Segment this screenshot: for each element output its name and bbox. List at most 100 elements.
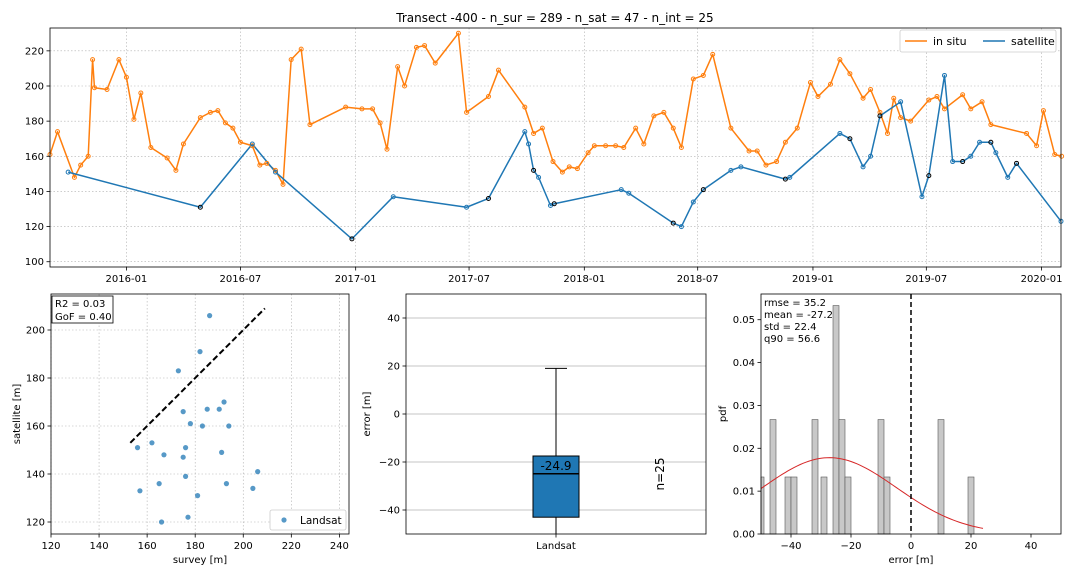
series-point bbox=[531, 130, 537, 136]
figure-title: Transect -400 - n_sur = 289 - n_sat = 47… bbox=[395, 11, 713, 25]
series-point bbox=[349, 236, 355, 242]
series-point bbox=[950, 159, 956, 165]
x-tick-label: 2017-01 bbox=[335, 274, 377, 285]
series-point bbox=[138, 90, 144, 96]
x-tick-label: 2018-07 bbox=[677, 274, 719, 285]
identity-line bbox=[129, 307, 266, 444]
timeseries-legend: in situ satellite bbox=[899, 29, 1057, 53]
histogram-annotation: rmse = 35.2 mean = -27.2 std = 22.4 q90 … bbox=[764, 298, 833, 345]
scatter-point bbox=[187, 421, 193, 427]
x-tick-label: 140 bbox=[90, 541, 109, 552]
series-point bbox=[413, 44, 419, 50]
series-point bbox=[670, 220, 676, 226]
x-tick-label: 40 bbox=[1025, 541, 1038, 552]
series-point bbox=[746, 148, 752, 154]
y-tick-label: 180 bbox=[25, 117, 44, 128]
series-point bbox=[754, 148, 760, 154]
series-point bbox=[860, 164, 866, 170]
series-point bbox=[690, 76, 696, 82]
series-point bbox=[898, 99, 904, 105]
boxplot-panel: −40 −20 0 20 40 Landsat -24.9 n=25 error [m] bbox=[362, 293, 707, 553]
x-tick-label: 20 bbox=[965, 541, 978, 552]
series-point bbox=[531, 167, 537, 173]
series-point bbox=[90, 57, 96, 63]
series-point bbox=[728, 167, 734, 173]
series-point bbox=[641, 141, 647, 147]
y-tick-label: 160 bbox=[25, 152, 44, 163]
histogram-bar bbox=[838, 419, 846, 535]
series-point bbox=[495, 67, 501, 73]
series-point bbox=[626, 190, 632, 196]
series-point bbox=[522, 129, 528, 135]
series-point bbox=[941, 72, 947, 78]
series-point bbox=[988, 122, 994, 128]
boxplot-n-label: n=25 bbox=[653, 458, 667, 491]
series-point bbox=[307, 122, 313, 128]
scatter-point bbox=[134, 445, 141, 451]
series-point bbox=[968, 106, 974, 112]
timeseries-grid bbox=[50, 28, 1061, 267]
series-point bbox=[860, 95, 866, 101]
boxplot-ticks: −40 −20 0 20 40 Landsat bbox=[379, 314, 576, 553]
scatter-annotation-box bbox=[51, 295, 114, 324]
series-point bbox=[700, 187, 706, 193]
series-point bbox=[621, 145, 627, 150]
series-point bbox=[455, 30, 461, 36]
series-point bbox=[390, 194, 396, 200]
series-point bbox=[794, 125, 800, 131]
series-point bbox=[377, 120, 383, 126]
scatter-point bbox=[137, 488, 143, 494]
scatter-r2: R2 = 0.03 bbox=[55, 299, 105, 310]
series-point bbox=[738, 164, 744, 170]
series-point bbox=[678, 224, 684, 230]
series-point bbox=[71, 174, 77, 180]
legend-box bbox=[899, 29, 1057, 53]
series-point bbox=[257, 162, 263, 168]
series-point bbox=[837, 130, 843, 136]
series-point bbox=[1005, 174, 1011, 180]
series-point bbox=[131, 116, 137, 122]
series-point bbox=[979, 99, 985, 105]
y-tick-label: −20 bbox=[379, 458, 400, 469]
y-tick-label: 120 bbox=[25, 222, 44, 233]
histogram-bar bbox=[790, 476, 798, 535]
x-tick-label: 2018-01 bbox=[563, 274, 605, 285]
scatter-gof: GoF = 0.40 bbox=[55, 312, 112, 323]
scatter-point bbox=[226, 423, 232, 429]
series-point bbox=[728, 125, 734, 131]
series-point bbox=[884, 130, 890, 136]
y-tick-label: 0.04 bbox=[733, 358, 755, 369]
x-tick-label: 0 bbox=[908, 541, 914, 552]
y-tick-label: 160 bbox=[26, 422, 45, 433]
scatter-legend: Landsat bbox=[269, 509, 347, 531]
x-tick-label: −20 bbox=[840, 541, 861, 552]
series-point bbox=[343, 104, 349, 110]
scatter-point bbox=[197, 349, 203, 355]
box bbox=[532, 455, 580, 518]
boxplot-median-label: -24.9 bbox=[540, 459, 571, 473]
series-point bbox=[603, 143, 609, 149]
y-tick-label: 180 bbox=[26, 374, 45, 385]
series-point bbox=[847, 71, 853, 77]
series-point bbox=[908, 118, 914, 124]
series-point bbox=[222, 120, 228, 126]
series-point bbox=[559, 169, 565, 175]
scatter-point bbox=[158, 519, 165, 525]
scatter-point bbox=[180, 454, 186, 460]
y-tick-label: 0.00 bbox=[733, 530, 755, 541]
timeseries-panel: 2016-01 2016-07 2017-01 2017-07 2018-01 2018-… bbox=[25, 27, 1065, 285]
series-point bbox=[197, 204, 203, 210]
series-point bbox=[370, 106, 376, 112]
series-point bbox=[968, 153, 974, 159]
x-tick-label: 2019-01 bbox=[792, 274, 834, 285]
scatter-annotation: R2 = 0.03 GoF = 0.40 bbox=[51, 295, 114, 324]
series-line-0 bbox=[49, 32, 1062, 186]
x-tick-label: −40 bbox=[780, 541, 801, 552]
x-tick-label: 220 bbox=[282, 541, 301, 552]
series-point bbox=[891, 95, 897, 101]
series-point bbox=[551, 201, 557, 207]
series-point bbox=[384, 146, 390, 152]
x-tick-label: 2019-07 bbox=[905, 274, 947, 285]
series-point bbox=[237, 139, 243, 145]
